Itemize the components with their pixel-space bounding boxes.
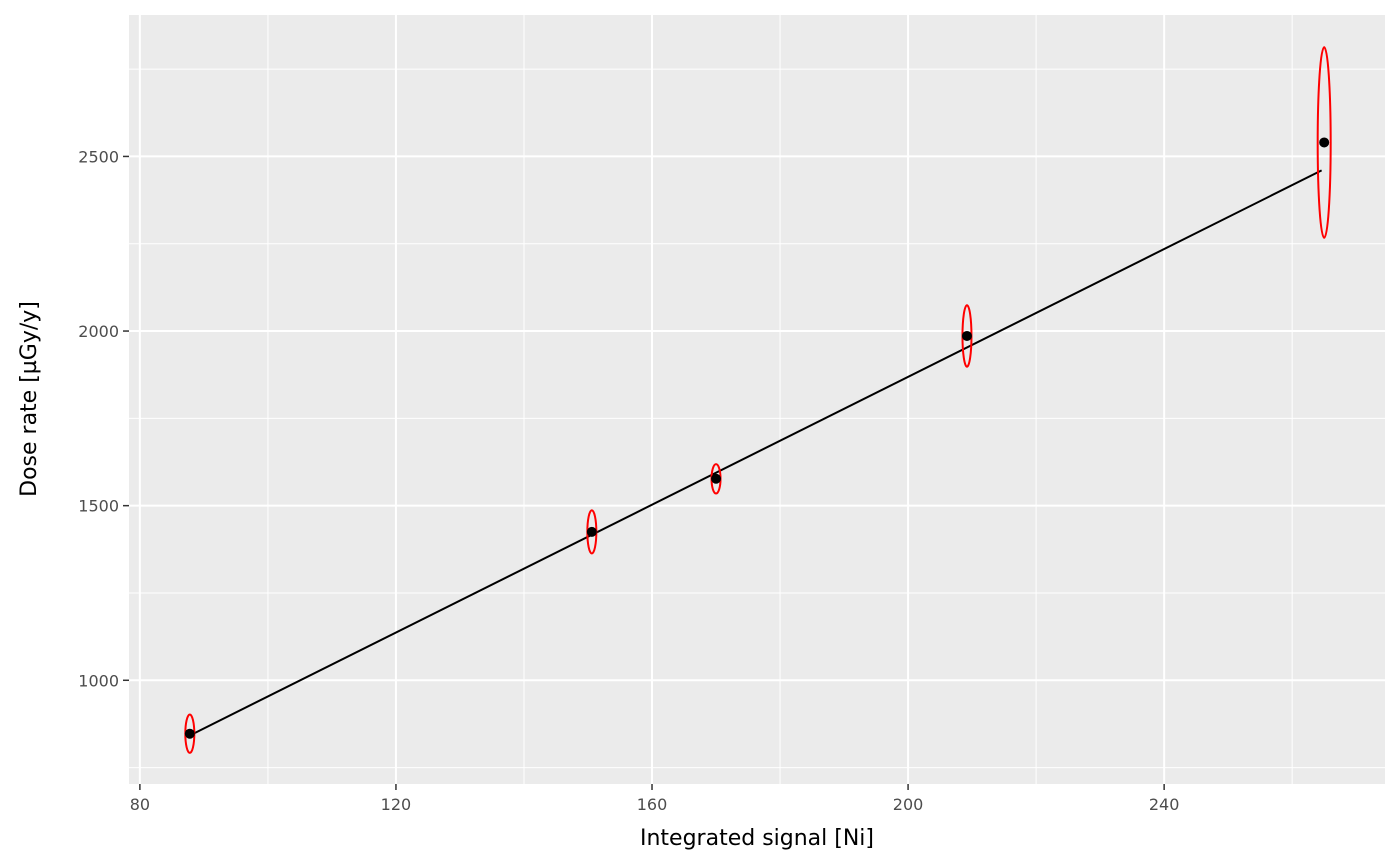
y-axis: 1000 1500 2000 2500	[78, 147, 129, 690]
y-tick-label: 2000	[78, 322, 119, 341]
x-tick-label: 120	[381, 795, 412, 814]
y-axis-title: Dose rate [µGy/y]	[17, 301, 42, 497]
fit-line	[189, 169, 1323, 737]
data-point	[961, 330, 972, 341]
x-tick-label: 200	[893, 795, 924, 814]
error-ellipse	[1316, 46, 1332, 239]
data-point	[1319, 137, 1330, 148]
x-axis-title: Integrated signal [Ni]	[640, 826, 874, 851]
x-axis: 80 120 160 200 240	[130, 784, 1180, 814]
major-gridlines	[129, 15, 1385, 784]
y-tick-label: 2500	[78, 147, 119, 166]
x-tick-label: 80	[130, 795, 150, 814]
data-points	[184, 137, 1330, 739]
y-tick-label: 1000	[78, 671, 119, 690]
data-point	[711, 473, 722, 484]
x-tick-label: 240	[1149, 795, 1180, 814]
plot-panel	[129, 15, 1385, 784]
fit-line-group	[189, 169, 1323, 737]
data-point	[184, 728, 195, 739]
x-tick-label: 160	[637, 795, 668, 814]
y-tick-label: 1500	[78, 497, 119, 516]
data-point	[586, 526, 597, 537]
